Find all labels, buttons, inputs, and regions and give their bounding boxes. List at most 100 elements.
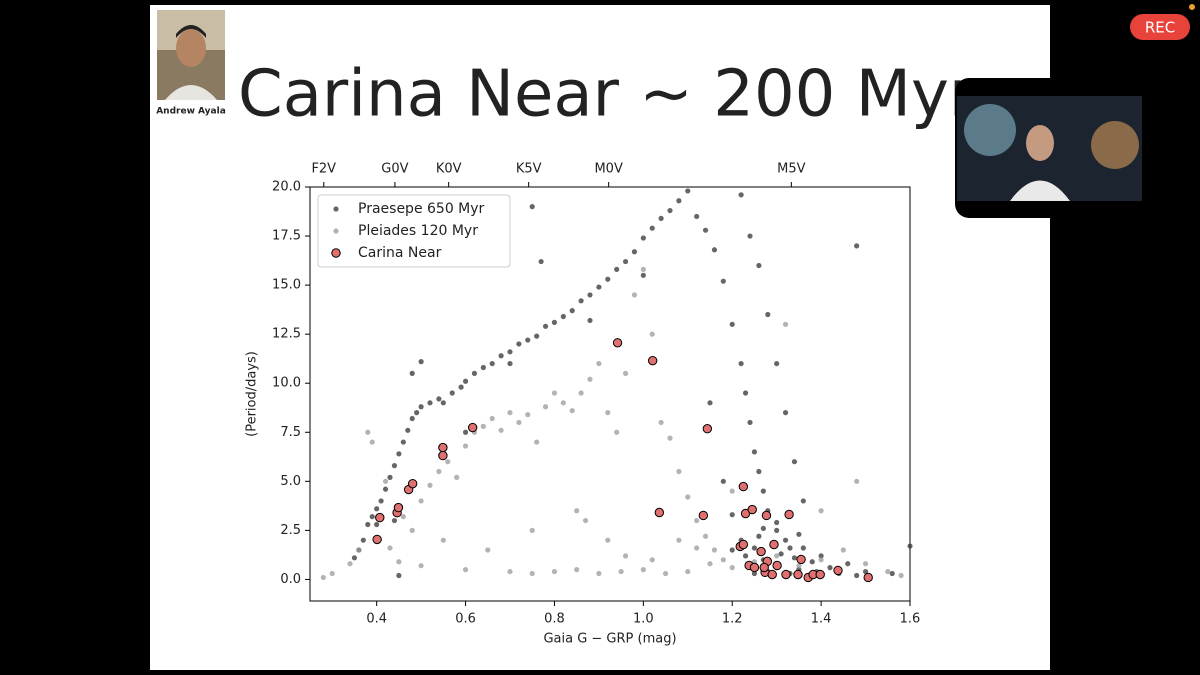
point	[485, 547, 491, 553]
x-axis-label: Gaia G − GRP (mag)	[543, 632, 676, 647]
point	[694, 213, 700, 220]
point	[618, 568, 624, 575]
point	[516, 419, 522, 426]
point	[782, 321, 789, 327]
point	[676, 537, 682, 543]
point	[854, 572, 860, 579]
point	[845, 561, 851, 567]
point	[529, 204, 535, 210]
point	[760, 488, 766, 494]
point	[751, 570, 758, 577]
point	[418, 404, 424, 410]
point	[587, 376, 593, 382]
point	[534, 333, 540, 339]
point	[462, 378, 469, 384]
point	[738, 539, 749, 550]
point	[640, 272, 646, 278]
point	[574, 567, 580, 573]
top-tick-label: M0V	[594, 162, 622, 177]
point	[542, 404, 549, 410]
point	[574, 508, 580, 514]
y-tick-label: 5.0	[280, 474, 301, 489]
top-tick-label: K5V	[516, 162, 542, 177]
point	[729, 512, 735, 518]
point	[729, 488, 735, 494]
point	[818, 508, 824, 514]
point	[369, 439, 375, 445]
point	[605, 537, 611, 543]
point	[840, 547, 846, 553]
point	[782, 410, 789, 416]
point	[738, 192, 744, 198]
status-dot	[1189, 4, 1195, 10]
point	[551, 319, 558, 325]
point	[694, 517, 700, 524]
point	[372, 534, 382, 545]
point	[409, 527, 415, 533]
point	[711, 247, 718, 253]
legend-marker	[331, 248, 341, 258]
point	[702, 424, 713, 434]
point	[360, 537, 366, 543]
point	[694, 545, 700, 551]
point	[729, 565, 735, 571]
point	[587, 292, 593, 298]
point	[782, 537, 789, 543]
point	[449, 390, 455, 396]
y-tick-label: 7.5	[280, 425, 301, 440]
point	[489, 360, 495, 367]
point	[538, 258, 544, 265]
point	[781, 569, 791, 580]
participant-tile: Andrew Ayala	[156, 10, 226, 117]
point	[551, 390, 558, 396]
point	[569, 408, 575, 414]
point	[534, 439, 540, 445]
point	[751, 449, 758, 455]
legend-label: Praesepe 650 Myr	[358, 201, 485, 217]
y-axis-label: (Period/days)	[245, 351, 260, 437]
point	[458, 384, 464, 390]
point	[796, 531, 802, 537]
point	[793, 569, 803, 580]
point	[436, 396, 442, 402]
point	[907, 543, 913, 549]
point	[631, 249, 638, 255]
point	[436, 468, 442, 475]
point	[409, 415, 415, 422]
point	[529, 570, 535, 577]
point	[351, 555, 358, 561]
point	[409, 370, 415, 376]
point	[760, 525, 766, 532]
point	[676, 468, 682, 475]
point	[440, 537, 446, 543]
point	[833, 565, 843, 576]
y-tick-label: 12.5	[272, 327, 301, 342]
participant-name: Andrew Ayala	[156, 107, 226, 117]
point	[489, 415, 495, 422]
chart: 0.4 0.6 0.8 1.0 1.2 1.4 1.6 0.0 2.5 5.0 7.5 10.0 12.…	[245, 162, 921, 647]
point	[756, 262, 762, 269]
point	[347, 561, 353, 567]
point	[498, 427, 504, 433]
point	[676, 198, 682, 204]
point	[640, 235, 646, 241]
point	[329, 570, 335, 577]
x-tick-label: 1.0	[633, 612, 654, 627]
point	[729, 547, 735, 553]
point	[614, 429, 620, 435]
point	[818, 553, 824, 559]
point	[742, 553, 749, 559]
point	[698, 510, 709, 521]
x-tick-label: 1.6	[900, 612, 921, 627]
point	[756, 468, 762, 475]
point	[596, 284, 602, 290]
slide	[150, 5, 1050, 670]
rec-indicator[interactable]	[1130, 14, 1190, 40]
point	[649, 557, 655, 563]
x-tick-label: 1.4	[811, 612, 832, 627]
point	[378, 498, 384, 504]
point	[711, 547, 718, 553]
point	[772, 560, 782, 571]
rec-label: REC	[1145, 19, 1175, 37]
